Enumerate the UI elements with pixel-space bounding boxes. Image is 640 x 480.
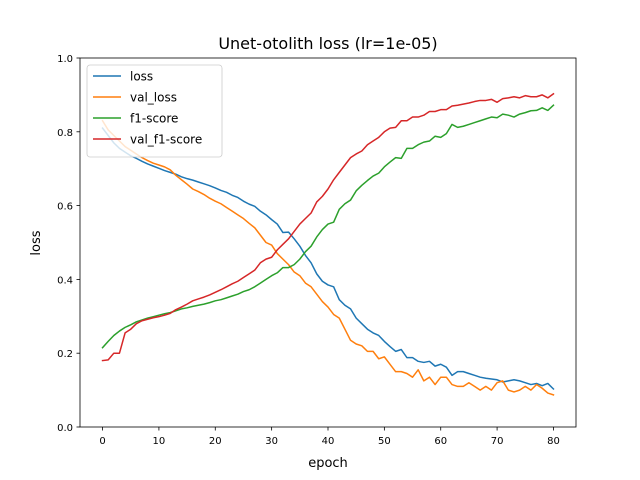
y-tick-label: 0.2 [57, 349, 73, 360]
legend-box [86, 64, 223, 158]
x-tick-label: 20 [209, 436, 222, 447]
x-tick-label: 70 [491, 436, 504, 447]
legend-label-val_f1-score: val_f1-score [130, 133, 202, 147]
x-axis-label: epoch [308, 456, 348, 471]
y-tick-label: 0.4 [57, 275, 73, 286]
x-tick-label: 80 [547, 436, 560, 447]
series-line-val_f1-score [101, 92, 555, 362]
chart-title: Unet-otolith loss (lr=1e-05) [218, 34, 437, 53]
x-tick-label: 50 [378, 436, 391, 447]
x-tick-label: 0 [99, 436, 105, 447]
x-tick-label: 30 [265, 436, 278, 447]
series-line-f1-score [101, 104, 555, 349]
y-tick-label: 1.0 [57, 54, 73, 65]
x-tick-label: 10 [153, 436, 166, 447]
series-line-loss [101, 127, 555, 391]
legend-label-val_loss: val_loss [130, 91, 177, 105]
x-tick-label: 40 [322, 436, 335, 447]
y-tick-label: 0.6 [57, 202, 73, 213]
legend-label-f1-score: f1-score [130, 112, 178, 126]
x-tick-label: 60 [434, 436, 447, 447]
y-axis-label: loss [29, 230, 44, 255]
y-tick-label: 0.8 [57, 128, 73, 139]
series-line-val_loss [101, 119, 555, 396]
legend-label-loss: loss [130, 70, 153, 84]
legend: loss val_loss f1-score val_f1-score [86, 64, 223, 158]
axes: 0 10 20 30 40 50 60 70 80 0.0 0.2 0.4 0.6 0.8 1.0 [57, 54, 577, 447]
plot-area [101, 92, 555, 396]
y-tick-label: 0.0 [57, 423, 73, 434]
